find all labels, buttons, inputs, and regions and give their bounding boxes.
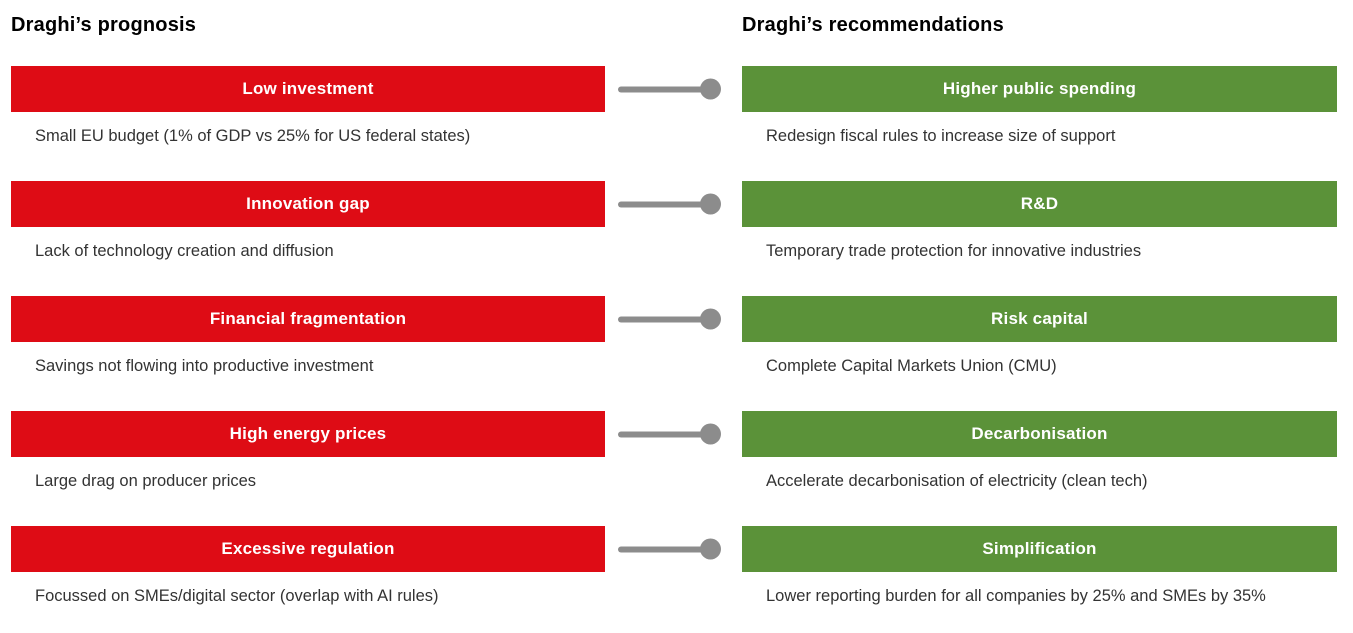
connector-dot-icon xyxy=(700,78,721,100)
prognosis-item: Innovation gap Lack of technology creati… xyxy=(11,181,605,262)
prognosis-item: High energy prices Large drag on produce… xyxy=(11,411,605,492)
mapping-row: Excessive regulation Focussed on SMEs/di… xyxy=(11,526,1337,607)
prognosis-band: Innovation gap xyxy=(11,181,605,227)
connector-cell xyxy=(605,296,742,377)
prognosis-band: Excessive regulation xyxy=(11,526,605,572)
recommendation-band: Higher public spending xyxy=(742,66,1337,112)
prognosis-label: Innovation gap xyxy=(246,194,370,213)
recommendation-description: Temporary trade protection for innovativ… xyxy=(766,242,1142,260)
connector-icon xyxy=(618,538,721,560)
prognosis-label: Excessive regulation xyxy=(221,539,395,558)
recommendation-item: R&D Temporary trade protection for innov… xyxy=(742,181,1337,262)
prognosis-item: Low investment Small EU budget (1% of GD… xyxy=(11,66,605,147)
connector-dot-icon xyxy=(700,538,721,560)
connector-line xyxy=(618,316,706,322)
recommendation-label: Risk capital xyxy=(991,309,1088,328)
recommendation-item: Decarbonisation Accelerate decarbonisati… xyxy=(742,411,1337,492)
prognosis-band: High energy prices xyxy=(11,411,605,457)
recommendation-band: R&D xyxy=(742,181,1337,227)
recommendation-description: Redesign fiscal rules to increase size o… xyxy=(766,127,1116,145)
connector-line xyxy=(618,201,706,207)
prognosis-description: Large drag on producer prices xyxy=(35,472,257,490)
connector-icon xyxy=(618,193,721,215)
recommendation-label: Higher public spending xyxy=(942,79,1137,98)
recommendation-label: Simplification xyxy=(982,539,1097,558)
column-headers: Draghi’s prognosis Draghi’s recommendati… xyxy=(11,14,1337,37)
recommendation-band: Decarbonisation xyxy=(742,411,1337,457)
mapping-row: High energy prices Large drag on produce… xyxy=(11,411,1337,492)
recommendations-column-title: Draghi’s recommendations xyxy=(742,14,1004,36)
connector-line xyxy=(618,86,706,92)
prognosis-label: High energy prices xyxy=(229,424,387,443)
connector-dot-icon xyxy=(700,308,721,330)
recommendation-description: Complete Capital Markets Union (CMU) xyxy=(766,357,1057,375)
recommendation-band: Risk capital xyxy=(742,296,1337,342)
prognosis-label: Financial fragmentation xyxy=(209,309,407,328)
connector-dot-icon xyxy=(700,193,721,215)
connector-cell xyxy=(605,66,742,147)
mapping-row: Innovation gap Lack of technology creati… xyxy=(11,181,1337,262)
recommendation-label: Decarbonisation xyxy=(971,424,1108,443)
prognosis-description: Focussed on SMEs/digital sector (overlap… xyxy=(35,587,439,605)
prognosis-description: Small EU budget (1% of GDP vs 25% for US… xyxy=(35,127,471,145)
prognosis-column-title: Draghi’s prognosis xyxy=(11,14,197,36)
prognosis-item: Financial fragmentation Savings not flow… xyxy=(11,296,605,377)
prognosis-label: Low investment xyxy=(242,79,374,98)
connector-icon xyxy=(618,308,721,330)
recommendation-item: Higher public spending Redesign fiscal r… xyxy=(742,66,1337,147)
recommendation-item: Simplification Lower reporting burden fo… xyxy=(742,526,1337,607)
connector-icon xyxy=(618,78,721,100)
header-spacer xyxy=(605,14,742,37)
mapping-row: Low investment Small EU budget (1% of GD… xyxy=(11,66,1337,147)
prognosis-description: Lack of technology creation and diffusio… xyxy=(35,242,334,260)
recommendation-band: Simplification xyxy=(742,526,1337,572)
recommendation-label: R&D xyxy=(1020,194,1059,213)
connector-cell xyxy=(605,526,742,607)
prognosis-band: Financial fragmentation xyxy=(11,296,605,342)
prognosis-band: Low investment xyxy=(11,66,605,112)
prognosis-item: Excessive regulation Focussed on SMEs/di… xyxy=(11,526,605,607)
connector-line xyxy=(618,431,706,437)
connector-line xyxy=(618,546,706,552)
connector-icon xyxy=(618,423,721,445)
recommendation-item: Risk capital Complete Capital Markets Un… xyxy=(742,296,1337,377)
connector-cell xyxy=(605,181,742,262)
connector-cell xyxy=(605,411,742,492)
recommendation-description: Lower reporting burden for all companies… xyxy=(766,587,1266,605)
recommendation-description: Accelerate decarbonisation of electricit… xyxy=(766,472,1148,490)
mapping-row: Financial fragmentation Savings not flow… xyxy=(11,296,1337,377)
connector-dot-icon xyxy=(700,423,721,445)
prognosis-description: Savings not flowing into productive inve… xyxy=(35,357,374,375)
